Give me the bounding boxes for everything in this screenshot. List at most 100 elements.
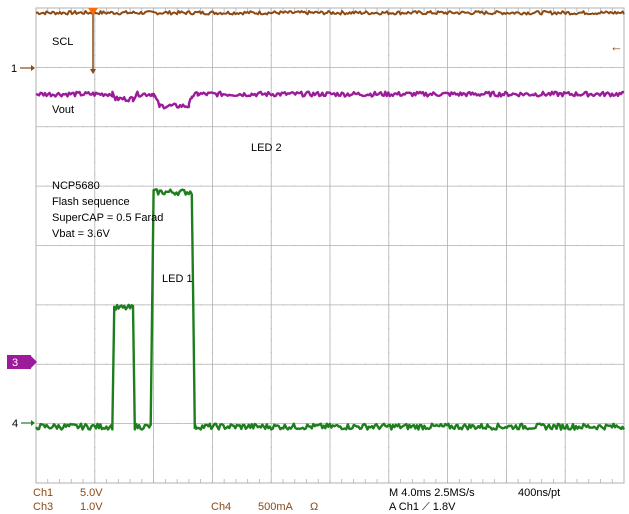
- grid-dot: [505, 161, 507, 163]
- grid-dot: [447, 351, 449, 353]
- grid-dot: [235, 363, 237, 365]
- trigger-position-icon: [88, 8, 98, 15]
- grid-dot: [447, 90, 449, 92]
- grid-dot: [164, 423, 166, 425]
- grid-dot: [188, 423, 190, 425]
- grid-dot: [447, 233, 449, 235]
- grid-dot: [505, 90, 507, 92]
- grid-dot: [329, 138, 331, 140]
- grid-dot: [388, 435, 390, 436]
- grid-dot: [447, 268, 449, 270]
- grid-dot: [588, 126, 590, 128]
- grid-dot: [388, 102, 390, 104]
- grid-dot: [564, 340, 566, 341]
- grid-dot: [505, 375, 507, 377]
- grid-dot: [282, 126, 284, 128]
- grid-dot: [564, 458, 566, 460]
- grid-dot: [329, 387, 331, 389]
- grid-dot: [505, 150, 507, 151]
- grid-dot: [376, 185, 378, 187]
- grid-dot: [564, 316, 566, 318]
- grid-dot: [270, 197, 272, 199]
- grid-dot: [223, 66, 225, 68]
- status-ch4-label: Ch4: [211, 501, 231, 513]
- grid-dot: [94, 292, 96, 294]
- grid-dot: [341, 245, 343, 246]
- grid-dot: [211, 31, 213, 33]
- grid-dot: [411, 66, 413, 68]
- grid-dot: [329, 458, 331, 460]
- grid-dot: [270, 19, 272, 21]
- grid-dot: [153, 328, 155, 330]
- grid-dot: [388, 316, 390, 318]
- grid-dot: [270, 280, 272, 282]
- grid-dot: [317, 304, 319, 306]
- grid-dot: [552, 126, 554, 128]
- grid-dot: [494, 66, 496, 68]
- grid-dot: [305, 245, 307, 246]
- grid-dot: [270, 78, 272, 80]
- grid-dot: [94, 19, 96, 21]
- label-scl: SCL: [52, 36, 73, 48]
- grid-dot: [235, 126, 237, 128]
- grid-dot: [400, 423, 402, 425]
- grid-dot: [447, 78, 449, 80]
- grid-dot: [223, 363, 225, 365]
- grid-dot: [564, 399, 566, 401]
- grid-dot: [153, 102, 155, 104]
- grid-dot: [59, 185, 61, 187]
- grid-dot: [294, 245, 296, 246]
- grid-dot: [211, 328, 213, 330]
- grid-dot: [505, 387, 507, 389]
- grid-dot: [211, 209, 213, 211]
- grid-dot: [552, 363, 554, 365]
- grid-dot: [564, 197, 566, 199]
- grid-dot: [423, 304, 425, 306]
- grid-dot: [564, 292, 566, 294]
- grid-dot: [82, 363, 84, 365]
- grid-dot: [529, 66, 531, 68]
- grid-dot: [94, 233, 96, 235]
- grid-dot: [329, 150, 331, 151]
- grid-dot: [258, 126, 260, 128]
- grid-dot: [270, 90, 272, 92]
- grid-dot: [164, 185, 166, 187]
- grid-dot: [588, 423, 590, 425]
- grid-dot: [447, 197, 449, 199]
- grid-dot: [564, 173, 566, 175]
- status-record: 400ns/pt: [518, 487, 560, 499]
- grid-dot: [270, 256, 272, 258]
- grid-dot: [223, 185, 225, 187]
- ch3-marker[interactable]: [7, 355, 31, 369]
- grid-dot: [505, 446, 507, 448]
- grid-dot: [447, 399, 449, 401]
- grid-dot: [59, 66, 61, 68]
- grid-dot: [505, 233, 507, 235]
- grid-dot: [270, 316, 272, 318]
- grid-dot: [599, 126, 601, 128]
- grid-dot: [153, 31, 155, 33]
- grid-dot: [388, 268, 390, 270]
- grid-dot: [82, 185, 84, 187]
- grid-dot: [211, 470, 213, 472]
- grid-dot: [70, 304, 72, 306]
- grid-dot: [552, 185, 554, 187]
- grid-dot: [305, 304, 307, 306]
- grid-dot: [153, 316, 155, 318]
- grid-dot: [200, 423, 202, 425]
- grid-dot: [94, 55, 96, 56]
- grid-dot: [376, 126, 378, 128]
- grid-dot: [517, 185, 519, 187]
- grid-dot: [447, 221, 449, 223]
- grid-dot: [247, 66, 249, 68]
- grid-dot: [505, 399, 507, 401]
- grid-dot: [47, 423, 49, 425]
- grid-dot: [47, 66, 49, 68]
- grid-dot: [353, 126, 355, 128]
- grid-dot: [517, 304, 519, 306]
- grid-dot: [529, 185, 531, 187]
- grid-dot: [270, 399, 272, 401]
- ch1-marker: 1: [11, 63, 17, 75]
- grid-dot: [200, 66, 202, 68]
- grid-dot: [447, 316, 449, 318]
